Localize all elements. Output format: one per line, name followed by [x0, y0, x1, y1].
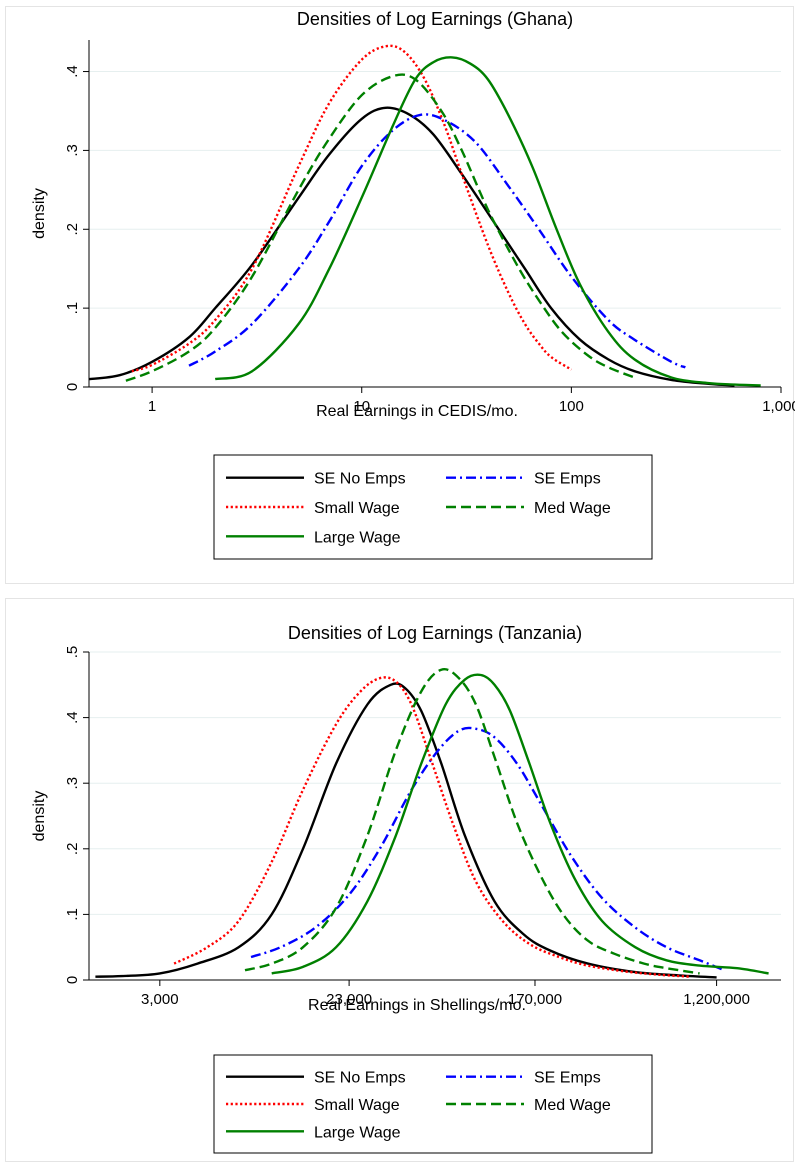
x-axis-label: Real Earnings in Shellings/mo.: [308, 997, 526, 1014]
x-tick-label: 100: [559, 398, 584, 415]
x-axis-label: Real Earnings in CEDIS/mo.: [316, 403, 518, 420]
legend-label: Large Wage: [314, 529, 401, 546]
chart-panel-tanzania: Densities of Log Earnings (Tanzania) 0 .1.…: [5, 598, 794, 1162]
chart-panel-ghana: Densities of Log Earnings (Ghana) 0 .1 .2 .3…: [5, 6, 795, 584]
series-line: [250, 726, 725, 972]
chart-ghana: Densities of Log Earnings (Ghana) 0 .1 .2 .3…: [31, 9, 795, 560]
y-tick-label: .3: [64, 144, 81, 157]
y-tick-label: .3: [64, 777, 81, 790]
y-tick-label: .5: [64, 646, 81, 659]
y-tick-label: .2: [64, 223, 81, 236]
legend-label: Med Wage: [534, 500, 611, 517]
series-line: [214, 56, 761, 387]
series-line: [88, 106, 735, 387]
x-tick-label: 10: [353, 398, 370, 415]
legend: [213, 1054, 653, 1154]
series-line: [125, 73, 635, 382]
series-line: [244, 667, 700, 975]
legend-label: SE Emps: [534, 471, 601, 488]
y-tick-label: .4: [64, 711, 81, 724]
series-line: [95, 682, 717, 979]
legend-label: Small Wage: [314, 500, 400, 517]
x-tick-label: 170,000: [508, 991, 562, 1008]
legend: [213, 454, 653, 560]
series-line: [271, 673, 769, 975]
y-tick-label: 0: [64, 976, 81, 984]
legend-label: Med Wage: [534, 1097, 611, 1114]
chart-title: Densities of Log Earnings (Tanzania): [288, 623, 582, 643]
y-tick-label: .2: [64, 843, 81, 856]
y-axis-label: density: [31, 791, 48, 842]
legend-label: Large Wage: [314, 1124, 401, 1141]
y-axis-label: density: [31, 188, 48, 239]
y-tick-label: .1: [64, 908, 81, 921]
y-tick-label: .1: [64, 302, 81, 315]
y-tick-label: .4: [64, 65, 81, 78]
x-tick-label: 1,000: [762, 398, 795, 415]
chart-tanzania: Densities of Log Earnings (Tanzania) 0 .1.…: [31, 623, 781, 1154]
chart-title: Densities of Log Earnings (Ghana): [297, 9, 573, 29]
x-tick-label: 3,000: [141, 991, 179, 1008]
x-tick-label: 1,200,000: [683, 991, 750, 1008]
x-tick-label: 23,000: [326, 991, 372, 1008]
legend-label: SE No Emps: [314, 471, 406, 488]
series-line: [131, 44, 573, 373]
y-tick-label: 0: [64, 383, 81, 391]
legend-label: SE No Emps: [314, 1070, 406, 1087]
x-tick-label: 1: [148, 398, 156, 415]
legend-label: SE Emps: [534, 1070, 601, 1087]
legend-label: Small Wage: [314, 1097, 400, 1114]
series-line: [188, 113, 686, 369]
